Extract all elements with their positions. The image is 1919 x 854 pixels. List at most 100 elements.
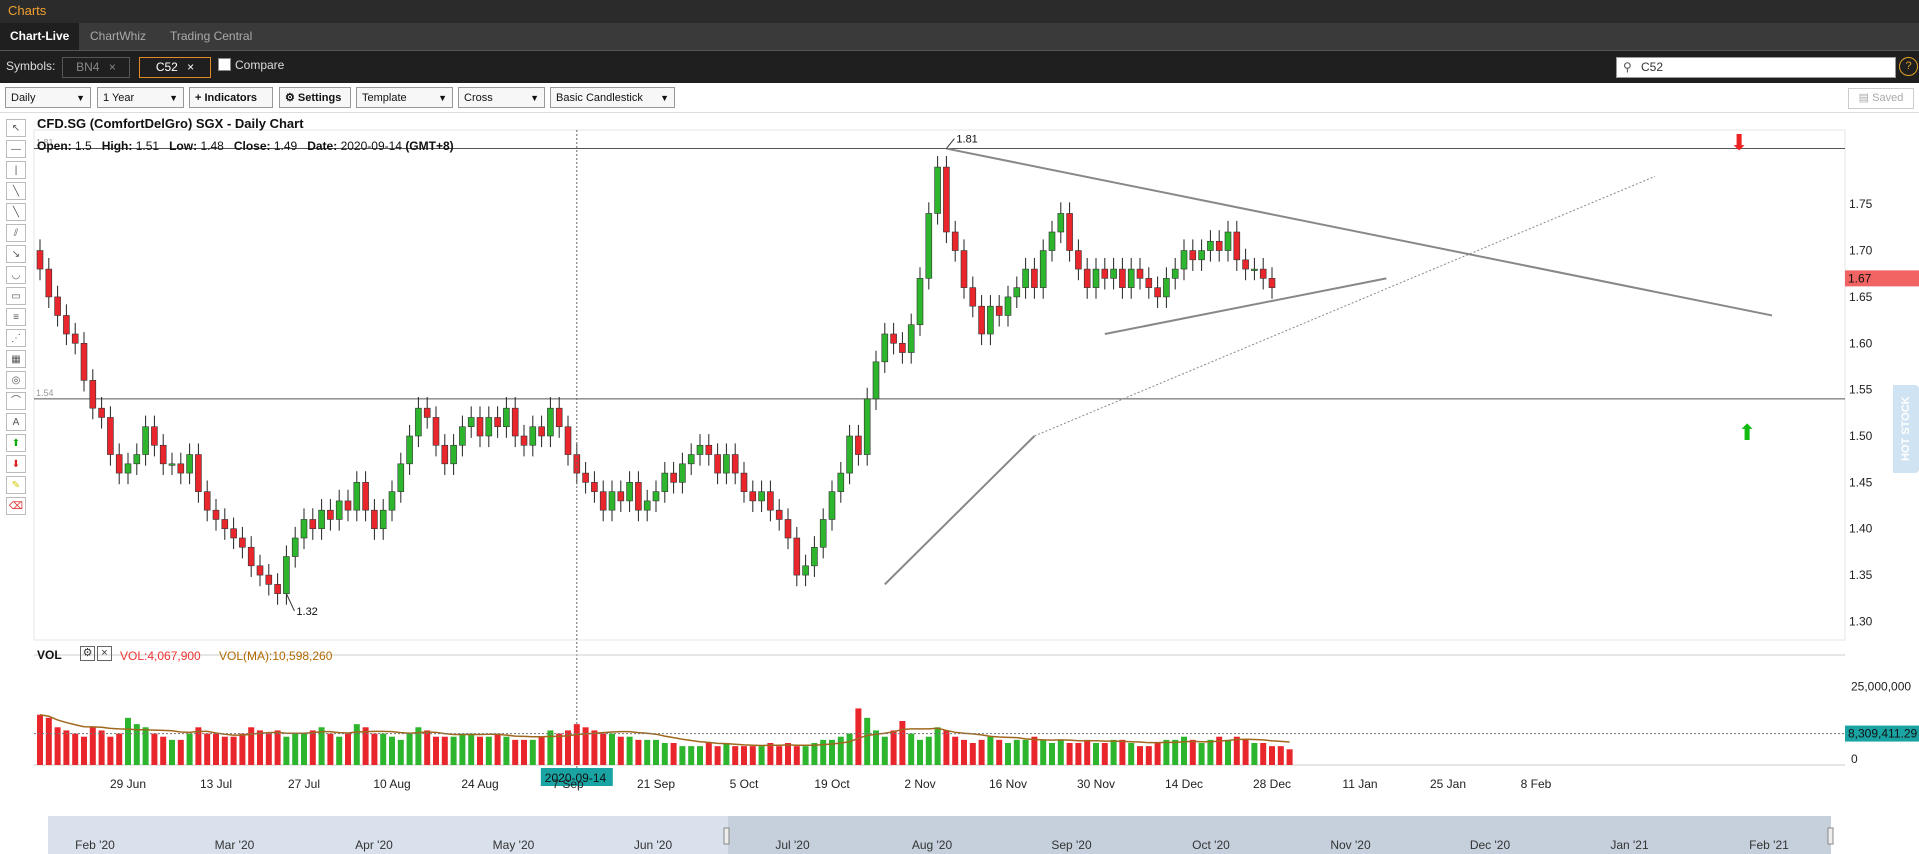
volume-bar [793, 746, 800, 765]
down-arrow-icon[interactable]: ⬇ [6, 455, 26, 473]
y-tick-label: 1.35 [1849, 568, 1873, 582]
channel-icon[interactable]: ⫽ [6, 224, 26, 242]
volume-bar [221, 736, 228, 765]
volume-bar [802, 746, 809, 765]
navigator-tick-label: Jun '20 [634, 838, 673, 852]
volume-ma-label: 8,309,411.29 [1848, 727, 1918, 741]
volume-bar [433, 736, 439, 765]
candle [1057, 202, 1065, 244]
down-arrow-marker: ⬇ [1730, 131, 1748, 156]
close-icon[interactable]: × [187, 60, 195, 74]
candle-body [142, 426, 149, 455]
volume-bar [925, 736, 932, 765]
candle [1251, 257, 1258, 281]
help-icon[interactable]: ? [1899, 57, 1918, 76]
spiral-icon[interactable]: ◎ [6, 371, 26, 389]
up-arrow-icon[interactable]: ⬆ [6, 434, 26, 452]
interval-select[interactable]: Daily ▼ [5, 87, 91, 108]
indicators-button[interactable]: + Indicators [189, 87, 273, 108]
trendline-icon[interactable]: ╲ [6, 182, 26, 200]
style-select[interactable]: Basic Candlestick ▼ [550, 87, 675, 108]
symbol-chip-bn4[interactable]: BN4 × [62, 57, 130, 78]
x-tick-label: 11 Jan [1342, 777, 1377, 791]
eraser-icon[interactable]: ⌫ [6, 497, 26, 515]
candle-body [855, 435, 862, 455]
volume-bar [459, 733, 466, 765]
volume-bar [309, 730, 316, 765]
arc2-icon[interactable]: ⌒ [6, 392, 26, 410]
candle [485, 406, 493, 448]
template-select[interactable]: Template ▼ [356, 87, 453, 108]
volume-bar [327, 733, 334, 765]
price-chart[interactable]: 1.811.541.751.701.651.601.551.501.451.40… [0, 112, 1919, 854]
volume-bar [987, 736, 994, 765]
rectangle-icon[interactable]: ▭ [6, 287, 26, 305]
volume-bar [881, 736, 888, 765]
cursor-icon[interactable]: ↖ [6, 119, 26, 137]
gear-icon[interactable]: ⚙ [80, 646, 95, 661]
checkbox-box[interactable] [218, 58, 231, 71]
arrow-line-icon[interactable]: ↘ [6, 245, 26, 263]
volume-bar [1172, 739, 1179, 765]
search-input[interactable]: ⚲ C52 [1616, 57, 1896, 78]
candle [608, 480, 616, 522]
y-tick-label: 1.55 [1849, 383, 1873, 397]
ray-icon[interactable]: ╲ [6, 203, 26, 221]
tab-chartwhiz[interactable]: ChartWhiz [90, 29, 147, 43]
volume-bar [512, 739, 519, 765]
close-icon[interactable]: × [108, 60, 116, 74]
text-icon[interactable]: A [6, 413, 26, 431]
candle-body [1075, 250, 1082, 270]
candle [1259, 257, 1267, 290]
compare-checkbox[interactable]: Compare [218, 58, 284, 72]
fan-icon[interactable]: ⋰ [6, 329, 26, 347]
volume-bar [353, 724, 360, 765]
candle-body [564, 426, 572, 455]
candle [960, 239, 968, 299]
volume-bar [283, 736, 290, 765]
volume-bar [336, 736, 343, 765]
arc-icon[interactable]: ◡ [6, 266, 26, 284]
vline-icon[interactable]: | [6, 161, 26, 179]
volume-bar [151, 733, 158, 765]
trend-line [1104, 277, 1387, 335]
symbol-chip-c52[interactable]: C52 × [139, 57, 211, 78]
candle-body [494, 417, 501, 428]
candle [1127, 257, 1135, 299]
volume-bar [1286, 749, 1293, 765]
volume-bar [371, 733, 378, 765]
candle-body [943, 166, 950, 233]
highlighter-icon[interactable]: ✎ [6, 476, 26, 494]
saved-button[interactable]: ▤ Saved [1848, 88, 1914, 109]
range-select[interactable]: 1 Year ▼ [97, 87, 184, 108]
navigator-tick-label: Jan '21 [1610, 838, 1649, 852]
high-value: 1.51 [135, 139, 160, 153]
volume-bar [934, 727, 941, 765]
candle-body [98, 407, 105, 418]
candle-body [212, 509, 220, 520]
candle-body [107, 417, 114, 455]
gann-icon[interactable]: ▦ [6, 350, 26, 368]
volume-bar [644, 739, 651, 765]
candle [221, 508, 229, 540]
cursor-select[interactable]: Cross ▼ [458, 87, 545, 108]
hot-stock-tab[interactable]: HOT STOCK [1893, 385, 1919, 473]
candle-body [1031, 268, 1038, 288]
candle [793, 526, 801, 587]
candle [643, 489, 651, 522]
open-value: 1.5 [75, 139, 92, 153]
hline-icon[interactable]: — [6, 140, 26, 158]
volume-bar [556, 733, 563, 765]
cursor-value: Cross [464, 92, 493, 104]
close-icon[interactable]: × [97, 646, 112, 661]
candle [670, 461, 677, 494]
tab-trading-central[interactable]: Trading Central [170, 29, 253, 43]
volume-bar [978, 739, 985, 765]
candle [846, 424, 853, 485]
settings-button[interactable]: ⚙ Settings [279, 87, 351, 108]
volume-bar [441, 736, 448, 765]
candle [203, 480, 211, 522]
fib-icon[interactable]: ≡ [6, 308, 26, 326]
tab-chart-live[interactable]: Chart-Live [0, 23, 80, 50]
volume-bar [45, 717, 52, 765]
